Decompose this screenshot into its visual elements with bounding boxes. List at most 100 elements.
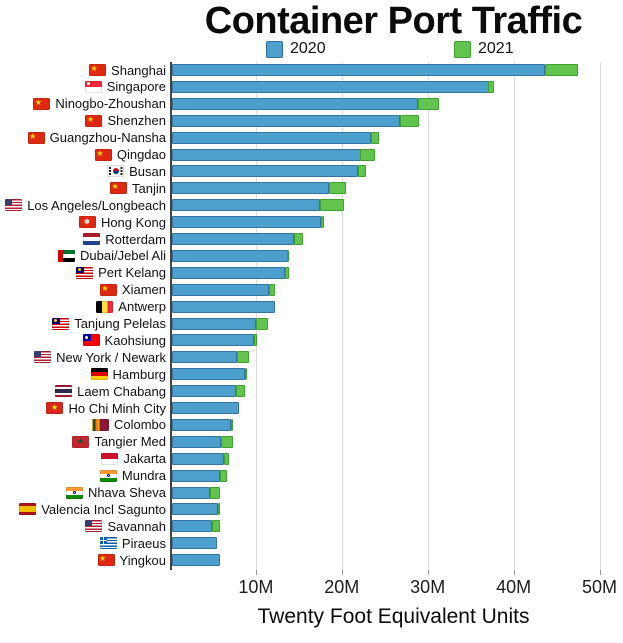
- port-label: Shenzhen: [0, 113, 166, 129]
- bar-2020: [171, 182, 329, 195]
- in-flag-icon: [65, 486, 83, 499]
- bar-2020: [171, 165, 358, 178]
- bar-2021: [211, 520, 220, 533]
- bar-2020: [171, 520, 212, 533]
- port-name: New York / Newark: [56, 349, 166, 365]
- de-flag-icon: [90, 368, 108, 381]
- bar-2020: [171, 418, 231, 431]
- port-label: Savannah: [0, 518, 166, 534]
- port-label: Singapore: [0, 79, 166, 94]
- bar-2021: [253, 334, 257, 347]
- legend-swatch-2020-icon: [266, 40, 283, 58]
- bar-2020: [171, 554, 220, 567]
- port-label: Shanghai: [0, 63, 166, 78]
- port-name: Pert Kelang: [98, 265, 166, 281]
- port-label: Dubai/Jebel Ali: [0, 248, 166, 264]
- id-flag-icon: [101, 452, 119, 465]
- port-name: Hong Kong: [100, 214, 166, 230]
- port-name: Valencia Incl Sagunto: [41, 501, 166, 517]
- port-label: Nhava Sheva: [0, 485, 166, 500]
- cn-flag-icon: [99, 283, 117, 296]
- port-label: Los Angeles/Longbeach: [0, 197, 166, 213]
- y-axis-line: [170, 62, 172, 570]
- port-name: Dubai/Jebel Ali: [80, 248, 166, 264]
- tick-label-20M: 20M: [324, 577, 360, 597]
- x-axis-title: Twenty Foot Equivalent Units: [257, 605, 530, 628]
- tick-30M: [427, 570, 429, 575]
- bar-2020: [171, 334, 254, 347]
- tick-20M: [341, 570, 343, 575]
- bar-2021: [236, 351, 249, 364]
- port-name: Nhava Sheva: [87, 485, 166, 500]
- tick-10M: [255, 570, 257, 575]
- bar-2020: [171, 97, 418, 110]
- port-name: Los Angeles/Longbeach: [27, 197, 166, 213]
- port-name: Colombo: [113, 417, 166, 433]
- in-flag-icon: [99, 469, 117, 482]
- port-name: Piraeus: [121, 535, 166, 551]
- port-label: Jakarta: [0, 451, 166, 467]
- cn-flag-icon: [89, 64, 107, 76]
- bar-2021: [360, 148, 376, 161]
- lk-flag-icon: [91, 418, 109, 431]
- port-label: Hamburg: [0, 366, 166, 382]
- port-name: Ho Chi Minh City: [68, 400, 166, 416]
- legend-label-2020: 2020: [290, 40, 326, 57]
- legend-item-2021: 2021: [454, 40, 514, 58]
- bar-2021: [399, 114, 419, 127]
- port-label: Ninogbo-Zhoushan: [0, 96, 166, 112]
- port-name: Xiamen: [121, 282, 166, 298]
- port-label: Valencia Incl Sagunto: [0, 501, 166, 517]
- port-name: Tangier Med: [94, 434, 166, 450]
- port-name: Shenzhen: [107, 113, 166, 129]
- bar-2021: [418, 97, 439, 110]
- port-label: Yingkou: [0, 553, 166, 568]
- bar-2021: [235, 385, 245, 398]
- port-name: Ninogbo-Zhoushan: [55, 96, 166, 112]
- bar-2020: [171, 80, 489, 93]
- port-label: Hong Kong: [0, 214, 166, 230]
- bar-2020: [171, 435, 222, 448]
- port-name: Hamburg: [112, 366, 166, 382]
- tick-50M: [599, 570, 601, 575]
- bar-2020: [171, 317, 256, 330]
- port-name: Mundra: [121, 468, 166, 484]
- port-label: Guangzhou-Nansha: [0, 130, 166, 145]
- port-label: Kaohsiung: [0, 333, 166, 348]
- bar-2020: [171, 486, 211, 499]
- port-label: Tanjung Pelelas: [0, 316, 166, 331]
- port-label: Tangier Med: [0, 434, 166, 450]
- bar-2020: [171, 114, 400, 127]
- my-flag-icon: [52, 317, 70, 330]
- bar-2021: [320, 216, 325, 229]
- tick-label-10M: 10M: [238, 577, 274, 597]
- port-label: Rotterdam: [0, 231, 166, 247]
- tick-label-50M: 50M: [581, 577, 617, 597]
- us-flag-icon: [85, 520, 103, 533]
- bar-2021: [370, 131, 380, 144]
- port-name: Busan: [129, 163, 166, 179]
- port-name: Savannah: [107, 518, 166, 534]
- gridline-50M: [599, 62, 601, 570]
- kr-flag-icon: [107, 165, 125, 178]
- vn-flag-icon: [46, 402, 64, 414]
- bar-2021: [545, 64, 578, 76]
- port-label: Xiamen: [0, 282, 166, 298]
- port-label: Laem Chabang: [0, 384, 166, 399]
- port-name: Rotterdam: [105, 231, 166, 247]
- ae-flag-icon: [58, 249, 75, 262]
- bar-2021: [287, 249, 290, 262]
- port-name: Tanjung Pelelas: [74, 316, 166, 331]
- port-label: Ho Chi Minh City: [0, 400, 166, 416]
- port-name: Jakarta: [123, 451, 166, 467]
- us-flag-icon: [34, 351, 52, 364]
- cn-flag-icon: [110, 182, 128, 195]
- bar-2021: [488, 80, 494, 93]
- legend-swatch-2021-icon: [454, 40, 471, 58]
- th-flag-icon: [55, 385, 73, 398]
- bar-2020: [171, 199, 321, 212]
- bar-2020: [171, 266, 285, 279]
- gridline-30M: [427, 62, 429, 570]
- bar-2021: [244, 368, 247, 381]
